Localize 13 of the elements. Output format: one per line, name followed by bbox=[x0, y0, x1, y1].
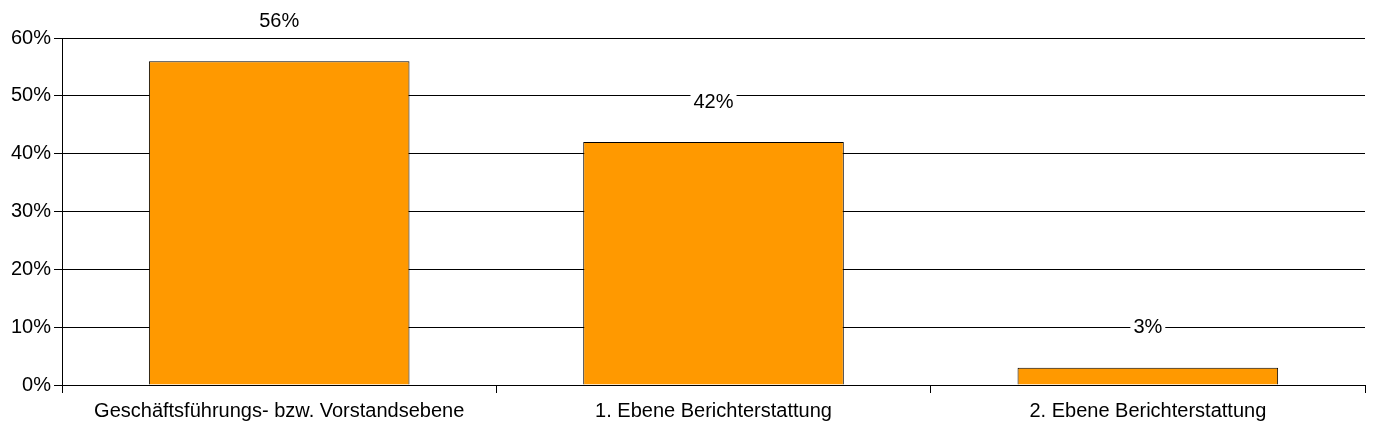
data-label: 3% bbox=[1133, 315, 1163, 338]
x-tick-label: 2. Ebene Berichterstattung bbox=[1029, 398, 1267, 421]
data-label: 56% bbox=[259, 8, 300, 31]
x-tick-label: Geschäftsführungs- bzw. Vorstandsebene bbox=[94, 398, 465, 421]
y-tick-label: 20% bbox=[11, 256, 52, 279]
y-tick-label: 10% bbox=[11, 314, 52, 337]
y-tick-label: 40% bbox=[11, 141, 52, 164]
y-tick-label: 0% bbox=[22, 372, 52, 395]
y-tick-label: 50% bbox=[11, 83, 52, 106]
y-tick-label: 60% bbox=[11, 25, 52, 48]
y-tick-label: 30% bbox=[11, 199, 52, 222]
x-tick-label: 1. Ebene Berichterstattung bbox=[595, 398, 832, 421]
data-label: 42% bbox=[693, 89, 734, 112]
